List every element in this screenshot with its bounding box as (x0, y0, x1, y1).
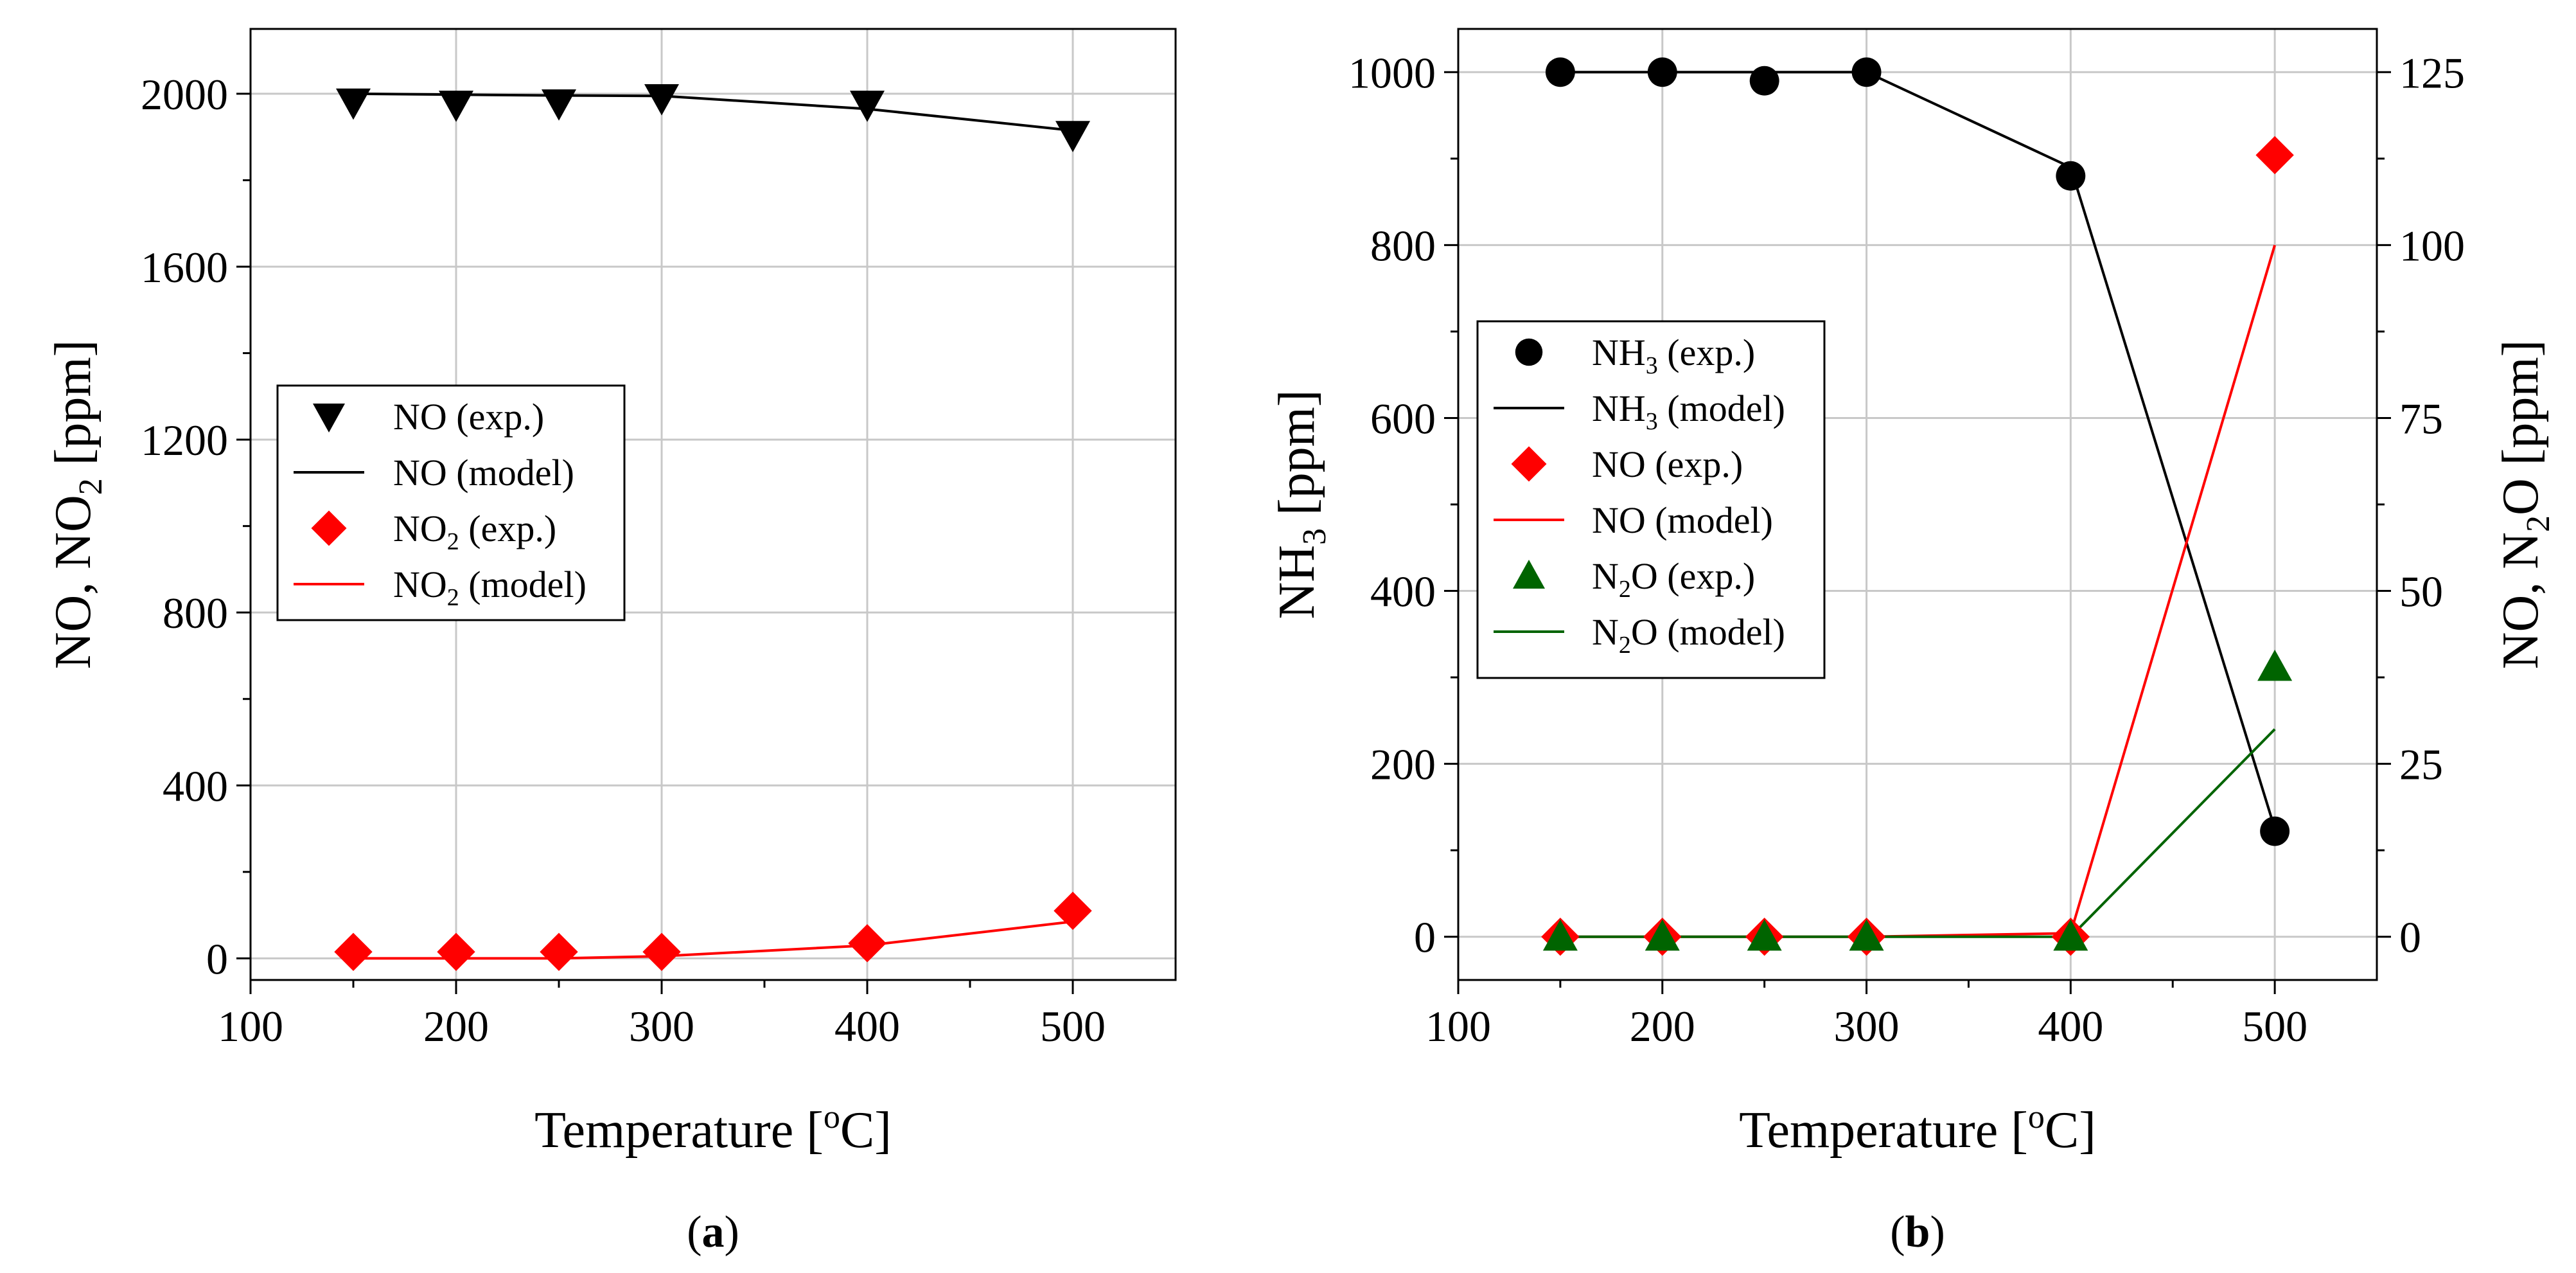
panel-b-x-tick-label: 500 (2242, 1002, 2307, 1051)
panel-b-point-nh3-exp (1647, 57, 1677, 87)
panel-a-plot-frame (249, 28, 1177, 981)
panel-a-legend-label: NO (model) (393, 452, 574, 494)
panel-a-point-no2-exp (848, 924, 887, 963)
panel-b-series-line-n2o-model- (1560, 728, 2276, 938)
panel-a-legend-label: NO (exp.) (393, 396, 544, 438)
panel-a-x-tick-label: 400 (834, 1002, 900, 1051)
panel-a-point-no2-exp (642, 932, 681, 971)
panel-b-point-n2o-exp (2053, 919, 2088, 951)
panel-b-point-n2o-exp (1542, 919, 1578, 951)
panel-b-x-tick-label: 400 (2038, 1002, 2103, 1051)
panel-a-series (334, 84, 1092, 971)
panel-a-caption: (a) (687, 1207, 739, 1257)
panel-b-point-no-exp (2255, 136, 2294, 175)
panel-b-y2-tick-label: 25 (2399, 740, 2443, 789)
panel-b-legend-box (1476, 320, 1826, 679)
panel-b-x-tick-label: 300 (1834, 1002, 1900, 1051)
panel-b-y2-tick-label: 100 (2399, 221, 2465, 270)
panel-b-series (1541, 57, 2294, 956)
panel-b-point-nh3-exp (2056, 161, 2086, 191)
panel-a-legend-marker (313, 404, 345, 432)
panel-b-y-tick-label: 1000 (1348, 48, 1436, 97)
panel-b-chart: 100 200 300 400 500 0 200 400 600 800 1000 0 25 50 75 1… (1269, 28, 2557, 1257)
panel-a-x-tick-label: 100 (218, 1002, 283, 1051)
panel-b-series-line-nh3-model- (1560, 71, 2277, 830)
panel-a-y-tick-label: 1600 (141, 243, 228, 292)
panel-a-x-tick-label: 300 (629, 1002, 694, 1051)
panel-b-point-n2o-exp (1645, 919, 1680, 951)
panel-b-x-tick-label: 100 (1425, 1002, 1491, 1051)
panel-a-y-tick-label: 400 (163, 761, 228, 810)
panel-b-point-nh3-exp (2260, 816, 2290, 846)
panel-a-x-tick-label: 200 (423, 1002, 489, 1051)
panel-a-y-tick-label: 0 (206, 934, 228, 983)
panel-a-legend-marker (311, 510, 347, 546)
panel-b-point-nh3-exp (1851, 57, 1882, 87)
panel-b-x-tick-label: 200 (1630, 1002, 1695, 1051)
panel-b-y2-tick-label: 125 (2399, 48, 2465, 97)
panel-b-legend-label: NH3 (model) (1592, 387, 1785, 435)
panel-b-legend-marker (1511, 446, 1547, 482)
panel-a-point-no-exp (336, 88, 371, 120)
panel-b-point-n2o-exp (2257, 649, 2293, 681)
panel-a-chart: 100 200 300 400 500 0 400 800 1200 1600 2000 NO (e… (45, 28, 1177, 1257)
panel-a-y-tick-label: 800 (163, 589, 228, 637)
panel-b-x-axis-label: Temperature [oC] (1739, 1099, 2096, 1159)
panel-b-legend-label: N2O (exp.) (1592, 555, 1755, 603)
panel-a-point-no-exp (850, 91, 885, 122)
panel-a-point-no2-exp (334, 932, 373, 971)
panel-b-y2-axis-label: NO, N2O [ppm] (2492, 340, 2557, 670)
panel-b-point-n2o-exp (1849, 919, 1884, 951)
panel-b-caption: (b) (1890, 1207, 1945, 1257)
panel-b-y-tick-label: 600 (1370, 394, 1436, 443)
panel-a-y-tick-label: 1200 (141, 416, 228, 465)
panel-b-legend-marker (1515, 338, 1543, 366)
panel-b-y-tick-label: 400 (1370, 567, 1436, 616)
panel-b-ticks: 100 200 300 400 500 0 200 400 600 800 1000 0 25 50 75 1… (1348, 48, 2465, 1051)
panel-b-point-nh3-exp (1749, 66, 1779, 96)
panel-b-y-tick-label: 800 (1370, 221, 1436, 270)
panel-a-legend: NO (exp.) NO (model) NO2 (exp.) NO2 (model) (276, 384, 626, 621)
panel-b-legend: NH3 (exp.) NH3 (model) NO (exp.) NO (model)… (1476, 320, 1826, 679)
panel-a-y-axis-label: NO, NO2 [ppm] (45, 340, 109, 670)
panel-b-legend-label: NO (model) (1592, 499, 1773, 541)
panel-a-series-line-no-model- (353, 92, 1073, 132)
panel-a-legend-box (276, 384, 626, 621)
panel-b-y2-tick-label: 0 (2399, 913, 2421, 962)
panel-b-y-axis-label: NH3 [ppm] (1269, 389, 1333, 619)
panel-a-legend-label: NO2 (exp.) (393, 508, 556, 555)
panel-b-y2-tick-label: 75 (2399, 394, 2443, 443)
panel-a-point-no-exp (542, 89, 576, 121)
panel-a-point-no-exp (644, 84, 679, 116)
panel-b-point-nh3-exp (1545, 57, 1575, 87)
panel-a-x-axis-label: Temperature [oC] (534, 1099, 892, 1159)
panel-a-point-no-exp (1055, 121, 1090, 152)
panel-a-point-no2-exp (1054, 891, 1092, 930)
panel-a-ticks: 100 200 300 400 500 0 400 800 1200 1600 2000 (141, 70, 1106, 1051)
panel-b-legend-label: N2O (model) (1592, 611, 1785, 659)
panel-a-legend-label: NO2 (model) (393, 564, 587, 611)
panel-a-x-tick-label: 500 (1040, 1002, 1106, 1051)
panel-b-y2-tick-label: 50 (2399, 567, 2443, 616)
panel-b-point-n2o-exp (1747, 919, 1782, 951)
panel-b-y-tick-label: 200 (1370, 740, 1436, 789)
panel-b-legend-marker (1513, 560, 1545, 589)
panel-a-point-no2-exp (540, 932, 578, 971)
panel-b-legend-label: NH3 (exp.) (1592, 332, 1755, 379)
panel-b-legend-label: NO (exp.) (1592, 443, 1743, 485)
panel-b-y-tick-label: 0 (1414, 913, 1436, 962)
panel-a-point-no2-exp (437, 932, 475, 971)
panel-a-series-line-no2-model- (353, 920, 1073, 960)
panel-a-point-no-exp (439, 91, 473, 122)
panel-a-y-tick-label: 2000 (141, 70, 228, 119)
